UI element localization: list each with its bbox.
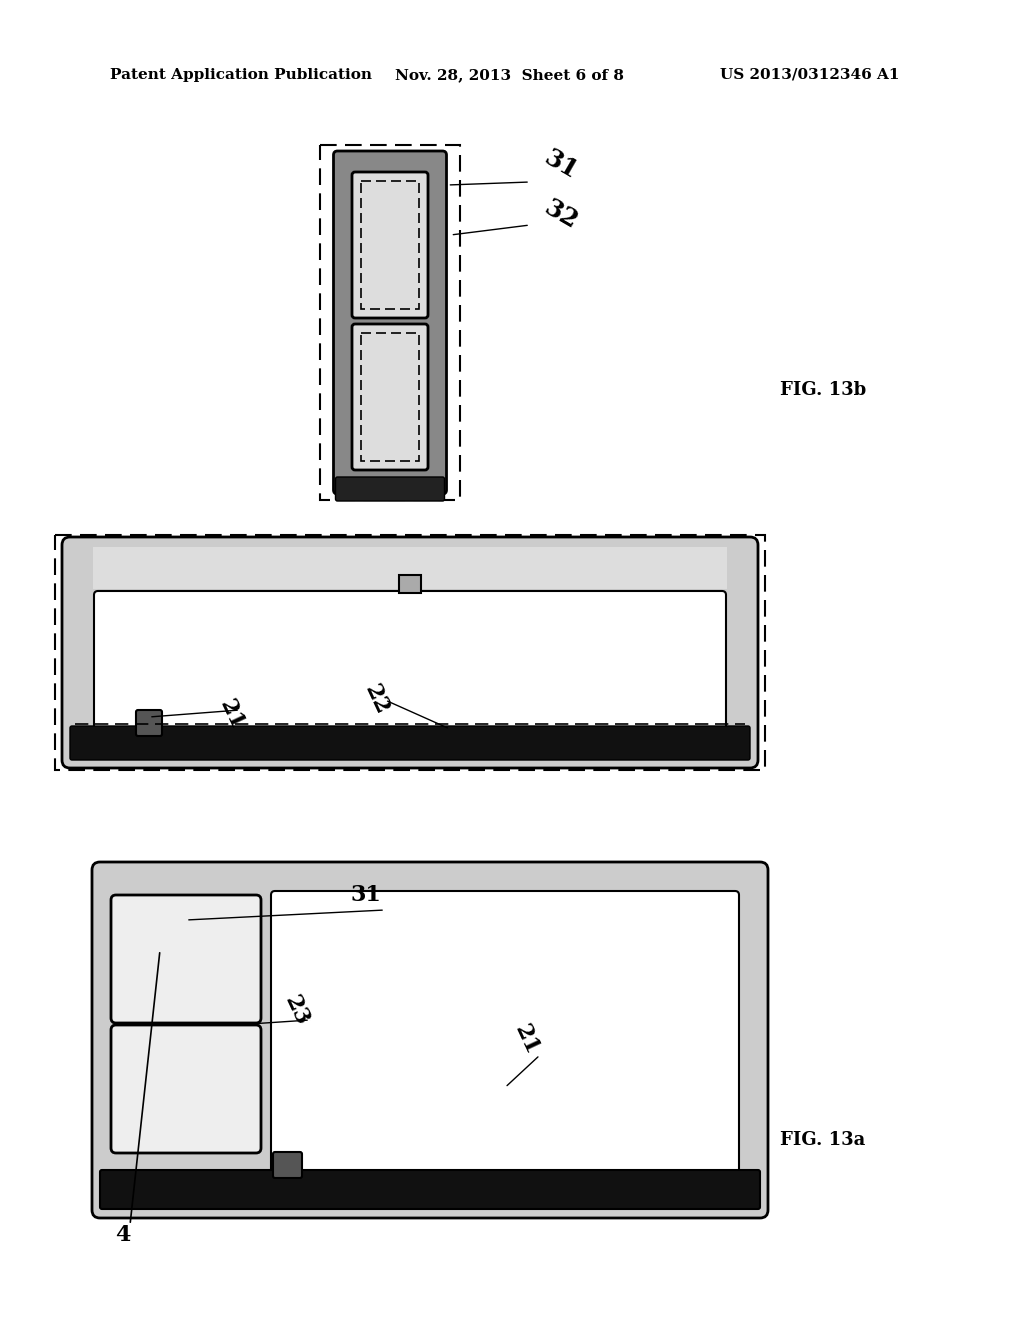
FancyBboxPatch shape bbox=[136, 710, 162, 737]
FancyBboxPatch shape bbox=[273, 1152, 302, 1177]
FancyBboxPatch shape bbox=[92, 862, 768, 1218]
FancyBboxPatch shape bbox=[70, 726, 750, 760]
FancyBboxPatch shape bbox=[271, 891, 739, 1184]
Bar bbox=[319, 145, 460, 500]
FancyBboxPatch shape bbox=[111, 895, 261, 1023]
FancyBboxPatch shape bbox=[336, 477, 444, 502]
Text: Nov. 28, 2013  Sheet 6 of 8: Nov. 28, 2013 Sheet 6 of 8 bbox=[395, 69, 624, 82]
Text: FIG. 13a: FIG. 13a bbox=[780, 1131, 865, 1148]
FancyBboxPatch shape bbox=[352, 323, 428, 470]
Bar bbox=[399, 576, 421, 593]
Text: 31: 31 bbox=[540, 147, 582, 183]
Text: US 2013/0312346 A1: US 2013/0312346 A1 bbox=[720, 69, 899, 82]
Text: 23: 23 bbox=[280, 991, 313, 1028]
FancyBboxPatch shape bbox=[94, 591, 726, 734]
Text: 21: 21 bbox=[215, 697, 248, 734]
Text: 31: 31 bbox=[350, 884, 381, 906]
FancyBboxPatch shape bbox=[62, 537, 758, 768]
Bar bbox=[361, 333, 419, 461]
Text: FIG. 13b: FIG. 13b bbox=[780, 381, 866, 399]
Text: 4: 4 bbox=[115, 1224, 130, 1246]
FancyBboxPatch shape bbox=[334, 150, 446, 494]
Bar bbox=[361, 181, 419, 309]
Text: Patent Application Publication: Patent Application Publication bbox=[110, 69, 372, 82]
Text: 22: 22 bbox=[360, 681, 393, 718]
Text: 32: 32 bbox=[540, 195, 582, 234]
FancyBboxPatch shape bbox=[111, 1026, 261, 1152]
Text: 21: 21 bbox=[510, 1022, 543, 1059]
FancyBboxPatch shape bbox=[352, 172, 428, 318]
FancyBboxPatch shape bbox=[100, 1170, 760, 1209]
Bar bbox=[93, 546, 727, 589]
Bar bbox=[55, 535, 765, 770]
